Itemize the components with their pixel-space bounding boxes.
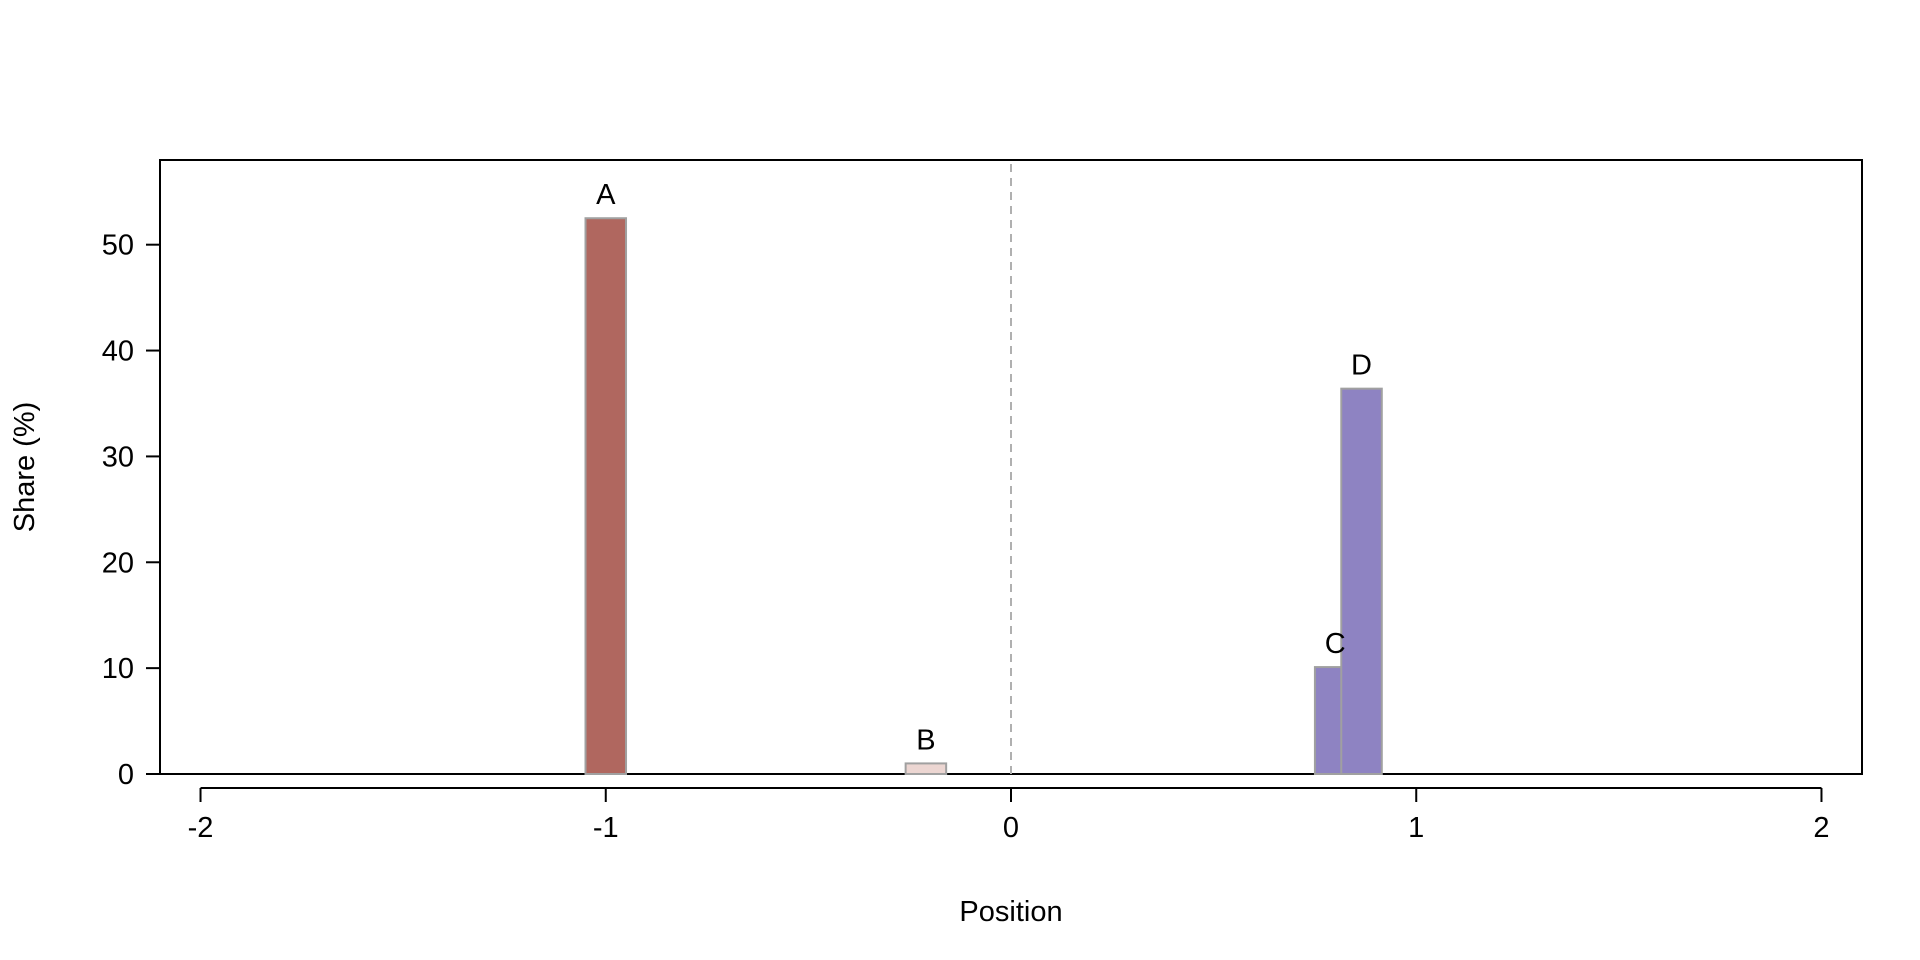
bar-d	[1340, 387, 1383, 775]
bar-label-a: A	[596, 179, 616, 211]
x-tick-label: 1	[1408, 812, 1424, 844]
x-tick-label: -2	[188, 812, 214, 844]
x-tick-label: 2	[1813, 812, 1829, 844]
y-tick-label: 30	[102, 441, 134, 473]
bar-label-b: B	[916, 724, 935, 756]
bar-label-d: D	[1351, 350, 1372, 382]
y-axis: 0 10 20 30 40 50	[102, 230, 161, 791]
bar-labels: A B C D	[596, 179, 1372, 756]
y-axis-title: Share (%)	[9, 402, 41, 533]
y-tick-label: 0	[118, 759, 134, 791]
y-tick-label: 20	[102, 547, 134, 579]
x-tick-label: -1	[593, 812, 619, 844]
bar-label-c: C	[1325, 628, 1346, 660]
x-axis: -2 -1 0 1 2	[188, 787, 1830, 844]
x-axis-title: Position	[959, 896, 1062, 928]
x-tick-label: 0	[1003, 812, 1019, 844]
bar-b	[904, 762, 948, 776]
bar-a	[584, 217, 628, 776]
bars	[584, 217, 1383, 776]
y-tick-label: 10	[102, 653, 134, 685]
y-tick-label: 40	[102, 336, 134, 368]
y-tick-label: 50	[102, 230, 134, 262]
